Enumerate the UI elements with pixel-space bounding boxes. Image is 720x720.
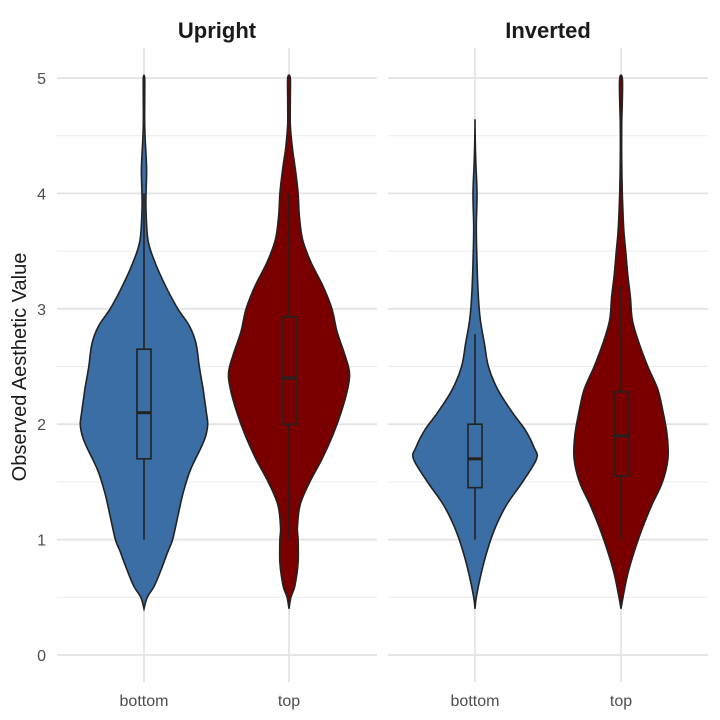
box-iqr	[136, 348, 152, 460]
y-tick-label: 1	[37, 533, 46, 550]
panel-upright: Upright bottom top	[57, 18, 377, 710]
box-iqr	[281, 316, 297, 425]
panel-inverted: Inverted bottom top	[388, 18, 708, 710]
box-iqr	[467, 423, 483, 489]
x-tick-label: bottom	[120, 693, 169, 710]
panel-title: Inverted	[505, 18, 591, 43]
y-tick-label: 4	[37, 186, 46, 203]
y-axis-label: Observed Aesthetic Value	[9, 253, 31, 482]
y-tick-label: 3	[37, 302, 46, 319]
x-tick-label: top	[610, 693, 632, 710]
y-tick-label: 5	[37, 71, 46, 88]
y-tick-label: 2	[37, 417, 46, 434]
x-tick-label: top	[278, 693, 300, 710]
panel-title: Upright	[178, 18, 257, 43]
y-tick-label: 0	[37, 648, 46, 665]
x-tick-label: bottom	[451, 693, 500, 710]
box-iqr	[613, 391, 629, 477]
